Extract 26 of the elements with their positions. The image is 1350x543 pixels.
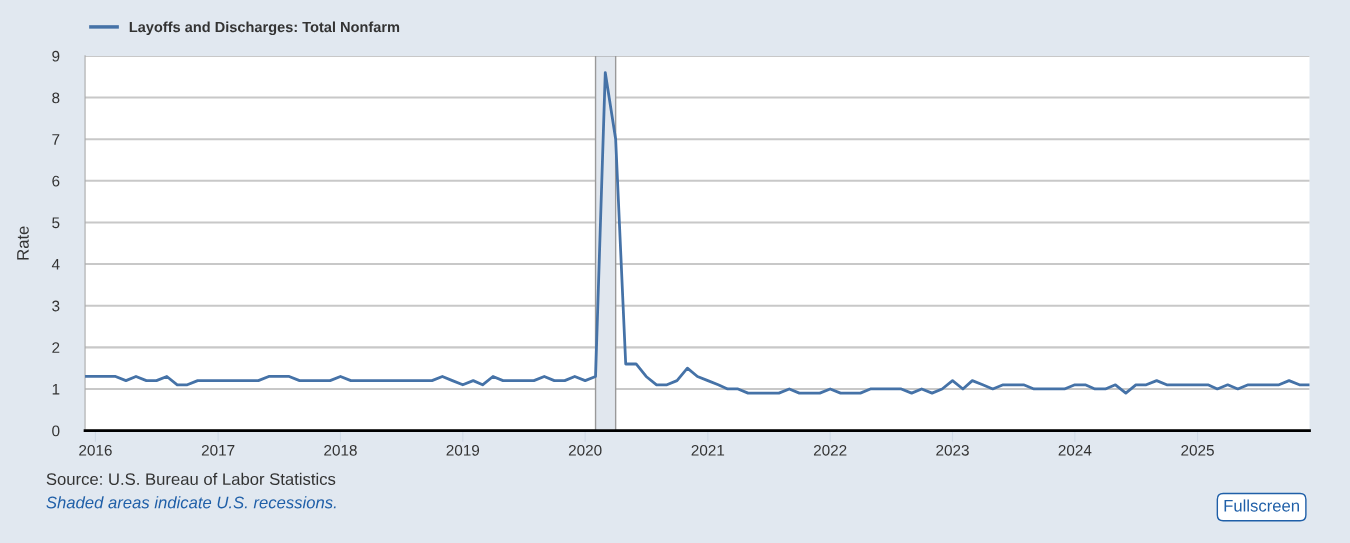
y-tick-label: 5	[52, 217, 60, 229]
y-tick-label: 4	[51, 259, 60, 270]
text: Fullscreen	[1224, 499, 1299, 512]
y-axis-title: Rate	[17, 226, 29, 260]
y-tick-label: 7	[52, 134, 60, 145]
x-tick-label: 2019	[446, 444, 480, 456]
x-tick-label: 2022	[813, 444, 847, 456]
y-tick-label: 1	[52, 383, 60, 395]
x-tick-label: 2018	[324, 444, 357, 456]
y-tick-label: 3	[52, 300, 60, 312]
y-tick-label: 9	[52, 50, 60, 62]
x-tick-label: 2020	[568, 444, 602, 456]
line-series	[85, 71, 1310, 395]
x-tick-label: 2024	[1058, 444, 1092, 456]
y-tick-label: 8	[52, 92, 60, 104]
text: Shaded areas indicate U.S. recessions.	[46, 496, 336, 509]
source-note: Source: U.S. Bureau of Labor Statistics	[46, 472, 336, 486]
x-tick-label: 2025	[1181, 444, 1214, 456]
x-tick-label: 2017	[201, 444, 235, 456]
x-tick-label: 2016	[79, 444, 112, 456]
y-tick-label: 0	[52, 425, 60, 437]
x-tick-label: 2021	[691, 444, 725, 456]
y-tick-label: 2	[52, 342, 60, 353]
x-tick-label: 2023	[936, 444, 969, 456]
legend-label: Layoffs and Discharges: Total Nonfarm	[129, 21, 400, 36]
y-tick-label: 6	[52, 175, 60, 187]
